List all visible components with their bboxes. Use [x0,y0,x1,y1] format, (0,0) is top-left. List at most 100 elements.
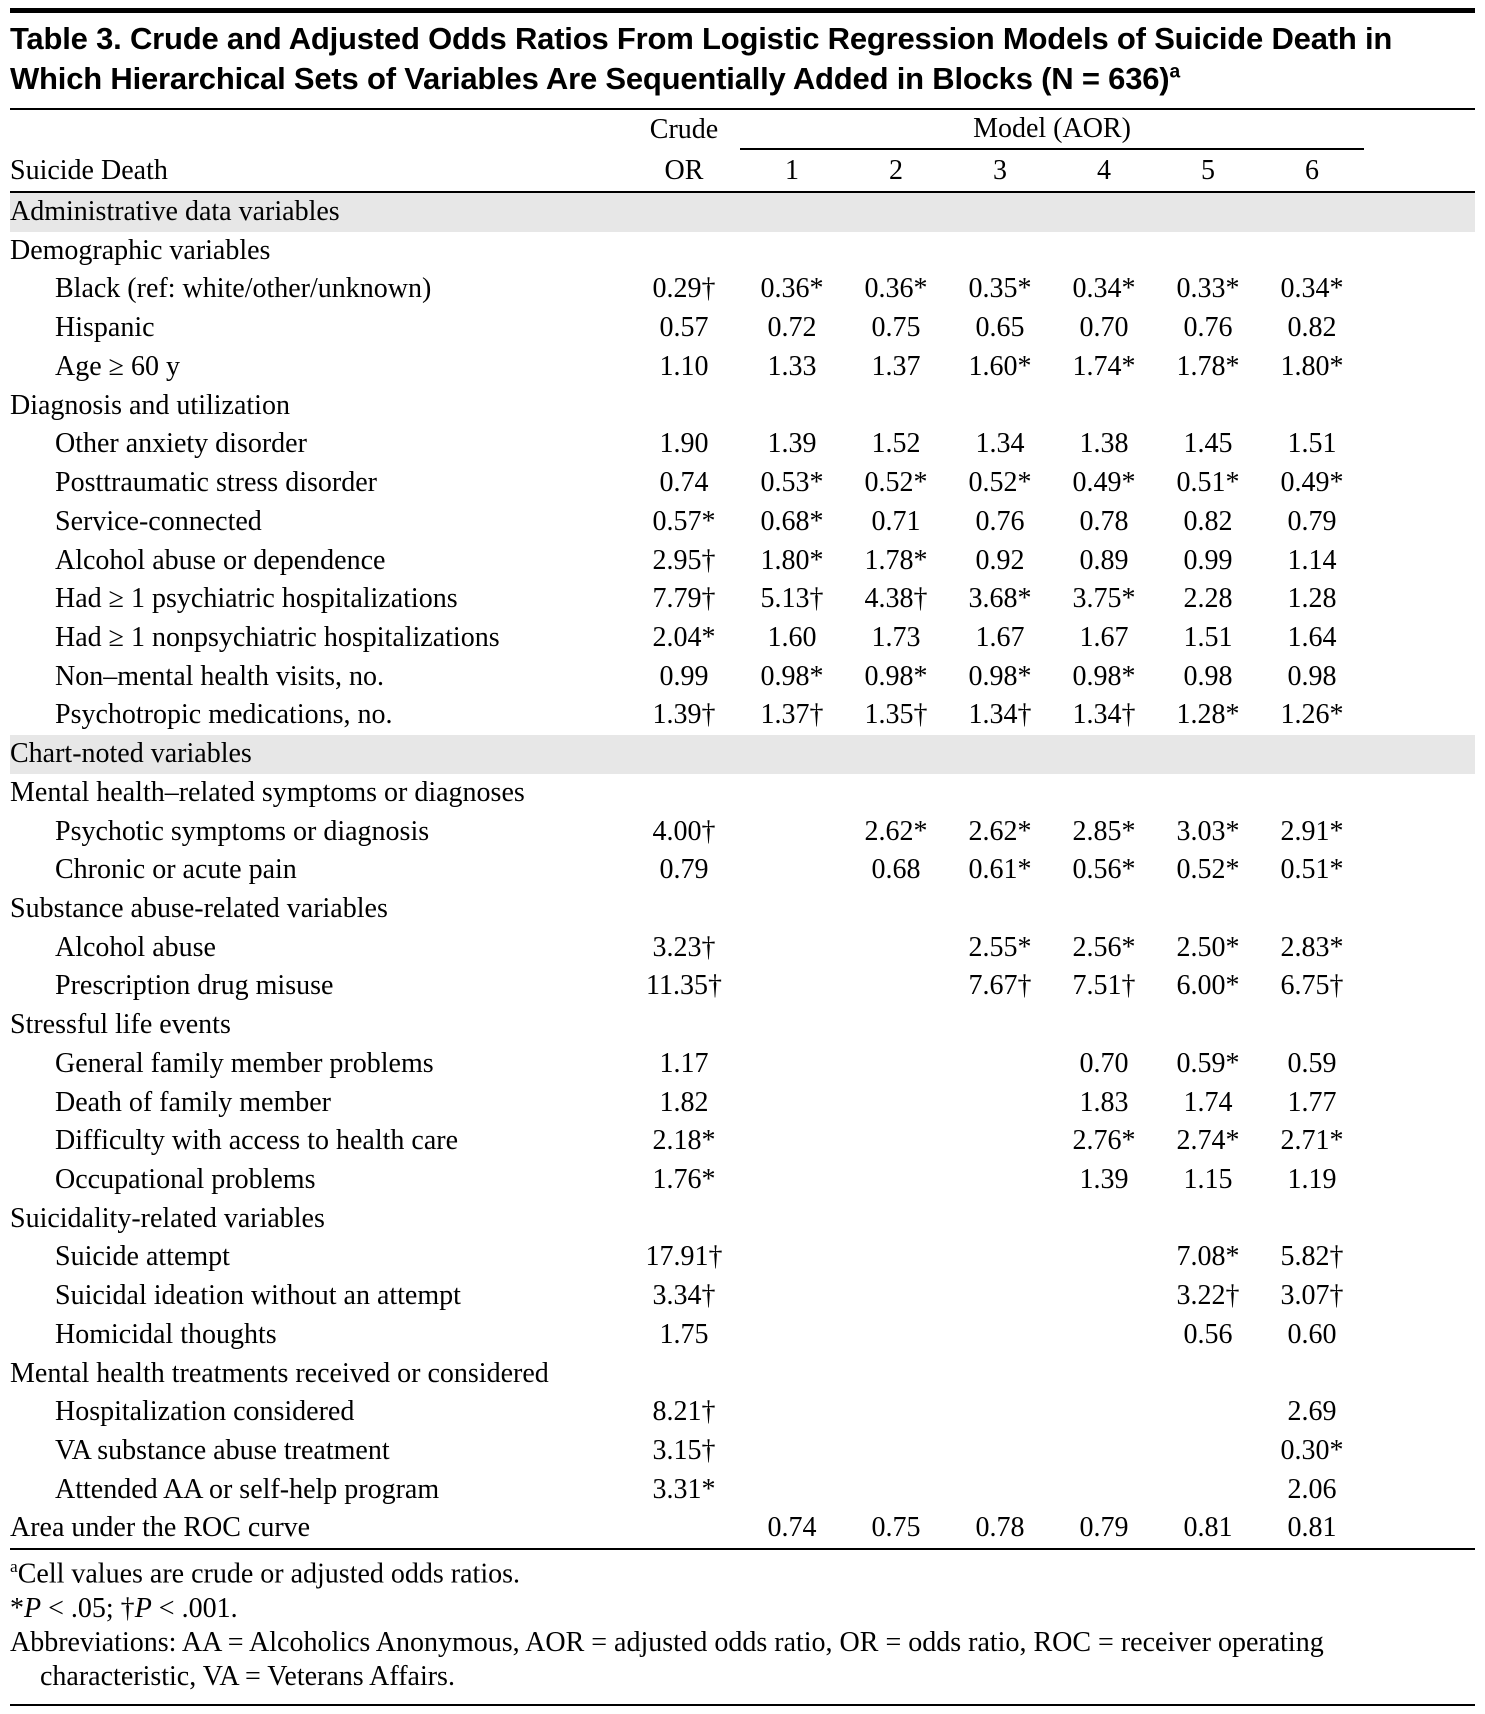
value-cell [948,1084,1052,1123]
value-cell: 0.68* [760,505,824,537]
value-cell: 0.51* [1176,467,1240,499]
value-cell: 1.39 [1079,1164,1129,1195]
value-cell [948,1161,1052,1200]
row-label: Difficulty with access to health care [55,1125,458,1157]
data-row: Attended AA or self-help program 3.31* 2.0… [10,1471,1475,1510]
value-cell: 0.70 [1079,312,1129,344]
filler-cell [1364,1393,1475,1432]
value-cell: 0.78 [948,1509,1052,1551]
subsection-label: Mental health–related symptoms or diagno… [10,776,525,808]
filler-cell [1364,1471,1475,1510]
value-cell: 1.78* [1176,350,1240,382]
filler-cell [1364,1122,1475,1161]
value-cell: 3.15† [652,1435,716,1467]
value-cell: 0.57* [652,505,716,537]
subsection-row: Mental health–related symptoms or diagno… [10,774,1475,813]
value-cell: 1.73 [871,621,921,653]
subsection-label: Demographic variables [10,234,271,266]
value-cell [740,1122,844,1161]
subsection-label: Diagnosis and utilization [10,389,290,421]
value-cell: 0.56 [1183,1318,1233,1350]
value-cell [740,1277,844,1316]
value-cell [740,1316,844,1355]
value-cell: 3.07† [1280,1280,1344,1312]
row-label: Suicidal ideation without an attempt [55,1280,461,1312]
value-cell: 1.37† [760,699,824,731]
value-cell: 1.75 [659,1318,709,1350]
value-cell [740,851,844,890]
value-cell: 0.98 [1287,660,1337,692]
value-cell: 7.67† [968,970,1032,1002]
value-cell: 3.31* [652,1473,716,1505]
filler-cell [1364,1238,1475,1277]
value-cell [1156,1432,1260,1471]
value-cell: 6.75† [1280,970,1344,1002]
value-cell: 1.78* [864,544,928,576]
value-cell [740,967,844,1006]
filler-cell [1364,813,1475,852]
value-cell: 0.75 [871,312,921,344]
value-cell [844,1045,948,1084]
value-cell: 0.51* [1280,854,1344,886]
crude-header-line2: OR [628,149,740,194]
value-cell: 3.75* [1072,583,1136,615]
data-row: Service-connected 0.57* 0.68* 0.71 0.76 0.78 0… [10,503,1475,542]
value-cell: 2.85* [1072,815,1136,847]
row-label: Alcohol abuse or dependence [55,544,386,576]
filler-cell [1364,619,1475,658]
value-cell: 4.00† [652,815,716,847]
value-cell: 0.76 [975,505,1025,537]
header-filler [1364,149,1475,194]
value-cell: 1.19 [1287,1164,1337,1195]
value-cell: 7.79† [652,583,716,615]
table-title: Table 3. Crude and Adjusted Odds Ratios … [10,13,1475,108]
row-label: Age ≥ 60 y [55,350,181,382]
value-cell: 1.52 [871,428,921,460]
footnote-text: < .001. [151,1592,238,1624]
value-cell: 0.52* [968,467,1032,499]
value-cell: 0.99 [1183,544,1233,576]
filler-cell [1364,929,1475,968]
filler-cell [1364,1432,1475,1471]
value-cell: 1.90 [659,428,709,460]
filler-cell [1364,425,1475,464]
footnote: Abbreviations: AA = Alcoholics Anonymous… [10,1626,1475,1694]
subsection-row: Substance abuse-related variables [10,890,1475,929]
data-row: Black (ref: white/other/unknown) 0.29† 0.3… [10,270,1475,309]
subsection-label: Stressful life events [10,1009,231,1041]
filler-cell [1364,270,1475,309]
value-cell: 1.76* [652,1164,716,1195]
value-cell [1156,1471,1260,1510]
value-cell: 0.59* [1176,1047,1240,1079]
value-cell: 0.98 [1183,660,1233,692]
value-cell [1052,1432,1156,1471]
value-cell: 1.37 [871,350,921,382]
value-cell [740,1084,844,1123]
value-cell: 2.83* [1280,931,1344,963]
value-cell: 0.75 [844,1509,948,1551]
value-cell: 0.72 [767,312,817,344]
data-row: Had ≥ 1 nonpsychiatric hospitalizations 2… [10,619,1475,658]
value-cell: 2.56* [1072,931,1136,963]
footnote-text: < .05; † [41,1592,135,1624]
value-cell: 2.50* [1176,931,1240,963]
data-row: Death of family member 1.82 1.83 1.74 1.77 [10,1084,1475,1123]
data-row: VA substance abuse treatment 3.15† 0.30* [10,1432,1475,1471]
value-cell [740,1161,844,1200]
value-cell [844,1084,948,1123]
value-cell: 0.99 [659,660,709,692]
section-row: Chart-noted variables [10,735,1475,774]
row-label: Hospitalization considered [55,1396,355,1428]
value-cell [948,1393,1052,1432]
footnote-text: P [24,1592,42,1624]
value-cell: 1.51 [1183,621,1233,653]
model-column-header-2: 2 [844,149,948,194]
value-cell [844,1393,948,1432]
value-cell: 1.34† [1072,699,1136,731]
value-cell: 7.51† [1072,970,1136,1002]
data-row: Suicidal ideation without an attempt 3.34… [10,1277,1475,1316]
value-cell [844,1432,948,1471]
model-aor-group-header: Model (AOR) [740,108,1364,151]
model-column-header-6: 6 [1260,149,1364,194]
value-cell: 0.49* [1280,467,1344,499]
